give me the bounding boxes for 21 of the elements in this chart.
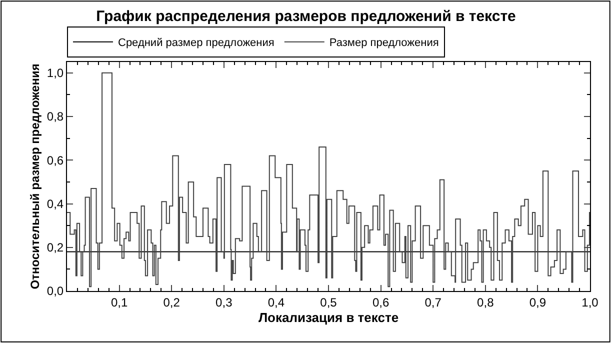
y-tick-label: 0,6 xyxy=(46,153,64,168)
x-tick-label: 0,9 xyxy=(529,295,546,310)
x-axis-title: Локализация в тексте xyxy=(258,310,399,325)
y-tick-label: 1,0 xyxy=(46,66,64,80)
y-axis-title: Относительный размер предложения xyxy=(28,64,42,290)
legend-label: Средний размер предложения xyxy=(118,37,274,50)
x-tick-label: 0,8 xyxy=(477,295,494,310)
legend-label: Размер предложения xyxy=(329,37,439,50)
x-tick-label: 0,4 xyxy=(268,295,285,310)
y-tick-label: 0,0 xyxy=(46,284,64,298)
x-tick-label: 0,5 xyxy=(320,295,338,310)
chart-title: График распределения размеров предложений в тексте xyxy=(96,8,516,25)
y-tick-label: 0,2 xyxy=(46,240,64,255)
x-tick-label: 0,3 xyxy=(216,295,233,310)
x-tick-label: 0,2 xyxy=(163,295,180,310)
x-tick-label: 0,6 xyxy=(372,295,390,310)
y-tick-label: 0,8 xyxy=(46,110,64,124)
x-tick-label: 0,7 xyxy=(424,295,442,310)
x-tick-label: 1,0 xyxy=(582,295,599,310)
y-tick-label: 0,4 xyxy=(46,196,64,211)
x-tick-label: 0,1 xyxy=(110,295,128,310)
